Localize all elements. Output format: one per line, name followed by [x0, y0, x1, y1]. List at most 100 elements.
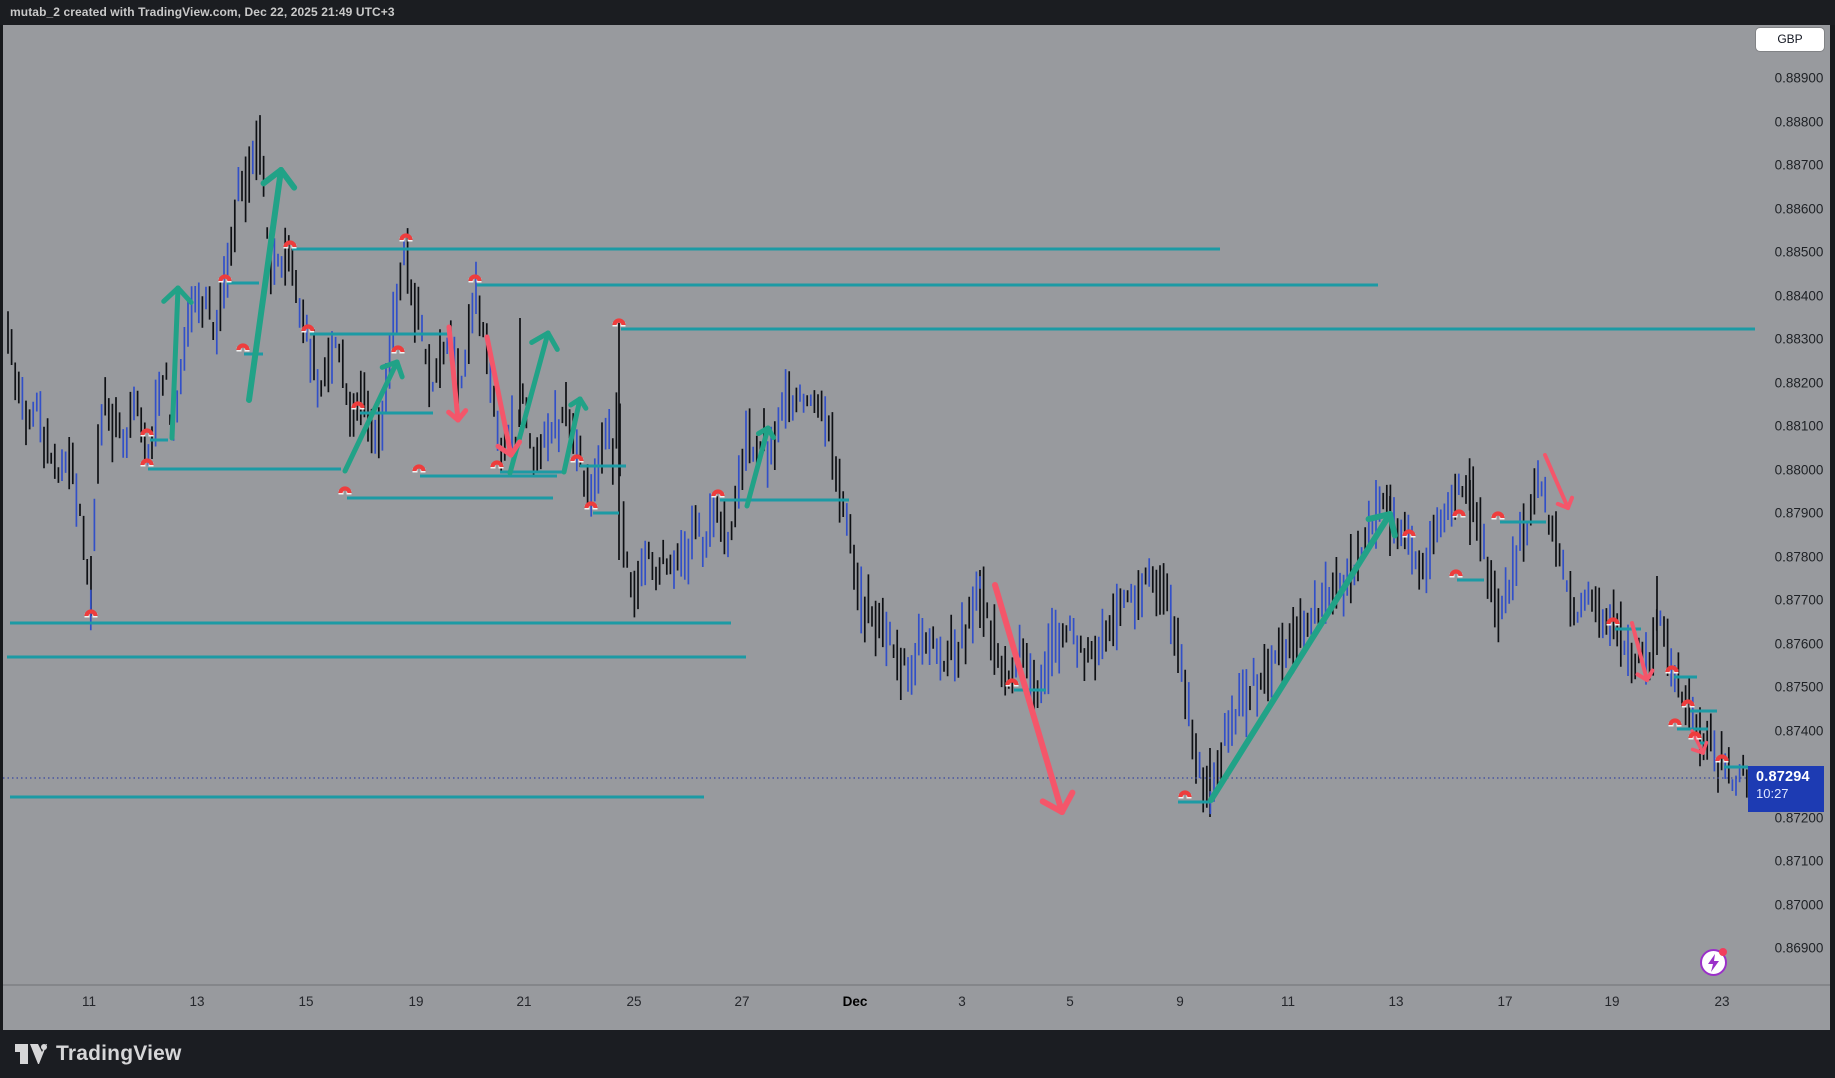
- pivot-marker[interactable]: [140, 428, 154, 437]
- arrow-head: [1635, 672, 1649, 682]
- arrow-head: [379, 359, 400, 370]
- price-tick-label: 0.88800: [1774, 114, 1824, 130]
- current-price-time: 10:27: [1756, 786, 1789, 801]
- green-arrow[interactable]: [246, 167, 284, 403]
- green-arrow[interactable]: [169, 285, 181, 441]
- price-tick-label: 0.86900: [1774, 940, 1824, 956]
- time-axis[interactable]: 11 13 15 19 21 25 27 Dec 3 5 9 11 13 17 19 23: [3, 986, 1830, 1028]
- pivot-marker[interactable]: [301, 324, 315, 333]
- pivot-marker[interactable]: [1606, 617, 1620, 626]
- arrow-head: [175, 285, 194, 305]
- price-tick-label: 0.88300: [1774, 331, 1824, 347]
- pivot-marker[interactable]: [711, 489, 725, 498]
- arrow-head: [545, 330, 560, 352]
- pivot-marker[interactable]: [1688, 731, 1702, 740]
- arrow-head: [508, 439, 523, 458]
- arrow-head: [1387, 511, 1398, 539]
- pivot-marker[interactable]: [1491, 511, 1505, 520]
- green-arrow[interactable]: [744, 425, 771, 509]
- price-tick-label: 0.87700: [1774, 592, 1824, 608]
- pivot-marker[interactable]: [490, 460, 504, 469]
- pivot-marker[interactable]: [1178, 790, 1192, 799]
- support-resistance-lines[interactable]: [7, 247, 1755, 804]
- price-tick-label: 0.87400: [1774, 723, 1824, 739]
- current-price-label: 0.87294 10:27: [1748, 766, 1824, 812]
- brand-bar: TradingView: [0, 1030, 1835, 1078]
- trend-arrows[interactable]: [161, 167, 1709, 815]
- arrow-head: [446, 409, 461, 423]
- pivot-marker[interactable]: [140, 458, 154, 467]
- boost-icon[interactable]: [1700, 948, 1727, 976]
- pivot-marker[interactable]: [351, 401, 365, 410]
- pivot-marker[interactable]: [468, 274, 482, 283]
- plot-background: [3, 25, 1830, 1030]
- time-tick-label: 23: [1714, 994, 1730, 1009]
- pivot-marker[interactable]: [1715, 754, 1729, 763]
- pivot-marker[interactable]: [570, 454, 584, 463]
- time-tick-label: Dec: [842, 994, 868, 1009]
- pivot-marker[interactable]: [612, 318, 626, 327]
- green-arrow[interactable]: [1208, 511, 1393, 803]
- pivot-marker[interactable]: [399, 233, 413, 242]
- pivot-marker[interactable]: [84, 609, 98, 618]
- arrow-head: [394, 359, 405, 380]
- time-tick-label: 19: [1604, 994, 1620, 1009]
- price-tick-label: 0.87500: [1774, 679, 1824, 695]
- price-tick-label: 0.88600: [1774, 201, 1824, 217]
- price-axis[interactable]: 0.88900 0.88800 0.88700 0.88600 0.88500 0.884…: [1768, 25, 1830, 1028]
- red-arrow[interactable]: [1630, 621, 1649, 682]
- pivot-marker[interactable]: [283, 240, 297, 249]
- arrow-head: [765, 425, 776, 441]
- attribution-bar: mutab_2 created with TradingView.com, De…: [0, 0, 1835, 25]
- brand-text: TradingView: [56, 1042, 182, 1065]
- currency-badge[interactable]: GBP: [1756, 28, 1824, 51]
- time-tick-label: 17: [1497, 994, 1513, 1009]
- arrow-head: [278, 167, 298, 191]
- pivot-marker[interactable]: [412, 464, 426, 473]
- pivot-markers[interactable]: [84, 233, 1729, 799]
- arrow-head: [260, 167, 284, 187]
- price-tick-label: 0.88000: [1774, 462, 1824, 478]
- red-arrow[interactable]: [446, 324, 461, 423]
- time-tick-label: 9: [1176, 994, 1184, 1009]
- pivot-marker[interactable]: [236, 343, 250, 352]
- red-arrow[interactable]: [484, 334, 514, 458]
- pivot-marker[interactable]: [391, 345, 405, 354]
- pivot-marker[interactable]: [1665, 665, 1679, 674]
- red-arrow[interactable]: [1543, 453, 1570, 510]
- notification-dot: [1719, 948, 1727, 956]
- pivot-marker[interactable]: [1452, 509, 1466, 518]
- pivot-marker[interactable]: [1681, 699, 1695, 708]
- price-tick-label: 0.88200: [1774, 375, 1824, 391]
- pivot-marker[interactable]: [218, 274, 232, 283]
- arrow-head: [161, 285, 181, 304]
- pivot-marker[interactable]: [584, 501, 598, 510]
- pivot-marker[interactable]: [338, 486, 352, 495]
- time-tick-label: 27: [734, 994, 750, 1009]
- tradingview-logo-icon[interactable]: [14, 1043, 48, 1065]
- price-tick-label: 0.88700: [1774, 157, 1824, 173]
- arrow-head: [1059, 789, 1076, 815]
- price-tick-label: 0.88500: [1774, 244, 1824, 260]
- price-tick-label: 0.87600: [1774, 636, 1824, 652]
- time-tick-label: 21: [516, 994, 532, 1009]
- pivot-marker[interactable]: [1449, 569, 1463, 578]
- pivot-marker[interactable]: [1402, 529, 1416, 538]
- time-tick-label: 11: [81, 994, 97, 1009]
- red-arrow[interactable]: [992, 582, 1065, 815]
- pivot-marker[interactable]: [1005, 678, 1019, 687]
- price-tick-label: 0.87800: [1774, 549, 1824, 565]
- pivot-marker[interactable]: [1668, 718, 1682, 727]
- time-tick-label: 25: [626, 994, 642, 1009]
- arrow-head: [1365, 511, 1393, 523]
- lightning-icon: [1708, 954, 1719, 972]
- up-bars: [21, 140, 1759, 815]
- green-arrow[interactable]: [342, 359, 400, 474]
- green-arrow[interactable]: [561, 396, 583, 475]
- arrow-head: [1039, 798, 1065, 815]
- time-tick-label: 13: [1388, 994, 1404, 1009]
- current-price-value: 0.87294: [1756, 769, 1810, 785]
